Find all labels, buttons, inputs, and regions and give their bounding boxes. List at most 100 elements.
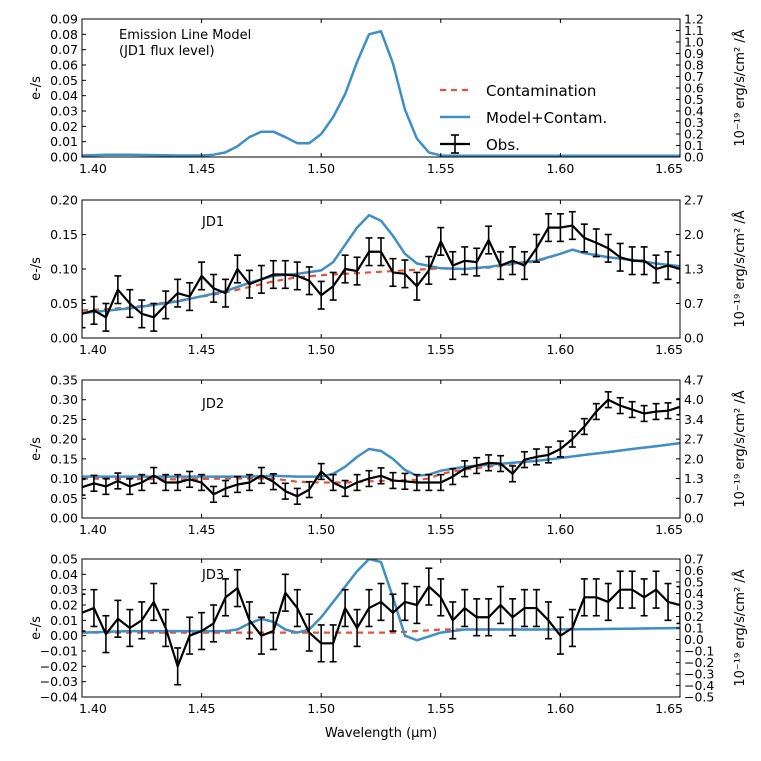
right-y-tick-label: 1.0	[684, 35, 704, 50]
obs-errorbar	[329, 271, 337, 301]
obs-errorbar	[556, 440, 564, 458]
right-y-tick-label: 3.4	[684, 412, 704, 427]
obs-errorbar	[652, 570, 660, 609]
obs-errorbar	[257, 616, 265, 655]
obs-errorbar	[150, 302, 158, 332]
obs-errorbar	[281, 573, 289, 612]
obs-errorbar	[449, 250, 457, 281]
obs-errorbar	[341, 588, 349, 628]
y-tick-label: 0.00	[50, 331, 78, 346]
obs-errorbar	[616, 570, 624, 609]
obs-errorbar	[556, 616, 564, 655]
x-tick-label: 1.45	[188, 701, 216, 716]
obs-errorbar	[461, 246, 469, 276]
panel-title-line: (JD1 flux level)	[119, 44, 215, 59]
y-axis-label: e-/s	[29, 616, 44, 640]
y-tick-label: 0.06	[50, 58, 78, 73]
obs-errorbar	[628, 246, 636, 276]
x-tick-label: 1.40	[79, 161, 107, 176]
x-tick-label: 1.50	[307, 522, 335, 537]
obs-errorbar	[269, 259, 277, 290]
right-y-tick-label: 0.7	[684, 552, 704, 567]
obs-errorbar	[652, 254, 660, 284]
obs-errorbar	[269, 473, 277, 491]
obs-errorbar	[413, 271, 421, 301]
right-y-tick-label: −0.3	[684, 667, 714, 682]
obs-errorbar	[676, 254, 680, 284]
obs-errorbar	[317, 462, 325, 481]
x-tick-label: 1.60	[546, 161, 574, 176]
obs-errorbar	[341, 479, 349, 498]
panel-title: JD3	[201, 568, 224, 583]
obs-errorbar	[425, 255, 433, 285]
legend-entry: Obs.	[440, 134, 520, 154]
obs-errorbar	[568, 210, 576, 241]
obs-errorbar	[293, 261, 301, 291]
y-tick-label: 0.01	[50, 613, 78, 628]
obs-errorbar	[604, 233, 612, 263]
obs-errorbar	[413, 585, 421, 625]
obs-errorbar	[509, 246, 517, 276]
obs-errorbar	[198, 261, 206, 291]
obs-errorbar	[341, 254, 349, 284]
obs-errorbar	[389, 471, 397, 490]
obs-errorbar	[676, 585, 680, 625]
y-tick-label: 0.20	[50, 432, 78, 447]
y-tick-label: 0.15	[50, 227, 78, 242]
obs-errorbar	[198, 473, 206, 492]
right-y-tick-label: 0.7	[684, 296, 704, 311]
obs-errorbar	[401, 259, 409, 289]
obs-errorbar	[425, 473, 433, 492]
y-tick-label: 0.05	[50, 296, 78, 311]
obs-errorbar	[233, 475, 241, 494]
obs-errorbar	[377, 237, 385, 267]
series-contamination-line	[82, 626, 680, 634]
obs-errorbar	[509, 598, 517, 637]
obs-errorbar	[293, 588, 301, 628]
y-tick-label: 0.35	[50, 373, 78, 388]
obs-errorbar	[353, 473, 361, 492]
x-tick-label: 1.45	[188, 161, 216, 176]
x-tick-label: 1.65	[655, 522, 683, 537]
y-tick-label: 0.03	[50, 582, 78, 597]
obs-errorbar	[150, 466, 158, 485]
obs-errorbar	[580, 417, 588, 436]
obs-errorbar	[90, 588, 98, 628]
right-y-tick-label: −0.4	[684, 678, 714, 693]
obs-errorbar	[532, 448, 540, 466]
y-tick-label: 0.05	[50, 73, 78, 88]
right-y-axis-label: 10⁻¹⁹ erg/s/cm² /Å	[732, 210, 748, 327]
panel-jd1: 1.40 1.45 1.50 1.55 1.60 1.65 0.00 0.05 0.10 0.15…	[29, 193, 748, 358]
y-tick-label: 0.10	[50, 262, 78, 277]
plot-area-jd2	[82, 391, 680, 506]
obs-errorbar	[604, 391, 612, 409]
y-tick-label: 0.07	[50, 42, 78, 57]
right-y-tick-label: 0.5	[684, 575, 704, 590]
panel-title: JD2	[201, 397, 224, 412]
obs-errorbar	[186, 616, 194, 655]
obs-errorbar	[568, 430, 576, 448]
obs-errorbar	[473, 598, 481, 637]
right-y-axis-label: 10⁻¹⁹ erg/s/cm² /Å	[732, 390, 748, 507]
obs-errorbar	[102, 477, 110, 496]
right-y-tick-label: 0.3	[684, 598, 704, 613]
obs-errorbar	[413, 473, 421, 492]
right-y-tick-label: 0.0	[684, 511, 704, 526]
y-tick-label: −0.03	[40, 674, 78, 689]
right-y-tick-label: 2.7	[684, 432, 704, 447]
x-tick-label: 1.60	[546, 342, 574, 357]
series-contamination-line	[82, 248, 680, 312]
y-tick-label: 0.00	[50, 511, 78, 526]
right-y-tick-label: 0.1	[684, 138, 704, 153]
x-tick-label: 1.65	[655, 161, 683, 176]
panel-jd3: 1.40 1.45 1.50 1.55 1.60 1.65−0.04−0.03−0.02−…	[29, 552, 748, 717]
obs-errorbar	[473, 247, 481, 277]
x-tick-label: 1.60	[546, 701, 574, 716]
obs-errorbar	[365, 469, 373, 488]
right-y-tick-label: −0.1	[684, 644, 714, 659]
right-y-tick-label: 0.7	[684, 491, 704, 506]
obs-errorbar	[90, 295, 98, 326]
y-tick-label: 0.00	[50, 150, 78, 165]
panel-title-line: Emission Line Model	[119, 28, 251, 43]
